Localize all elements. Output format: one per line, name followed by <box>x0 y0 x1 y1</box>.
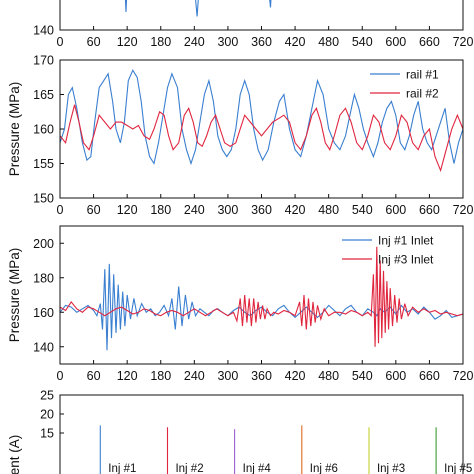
panel_rail-xtick-label: 120 <box>117 203 138 217</box>
panel_top-xtick-label: 660 <box>419 35 440 49</box>
panel_current-injector-label: Inj #6 <box>310 463 338 474</box>
panel_inlet-xtick-label: 600 <box>385 369 406 383</box>
panel_rail-ytick-label: 155 <box>33 157 54 171</box>
panel_inlet-xtick-label: 420 <box>285 369 306 383</box>
panel_inlet-ylabel: Pressure (MPa) <box>7 248 22 343</box>
panel_current-injector-label: Inj #4 <box>243 463 272 474</box>
panel_rail-ytick-label: 165 <box>33 88 54 102</box>
panel_current-injector-label: Inj #5 <box>444 463 472 474</box>
panel_rail-legend-label: rail #2 <box>406 87 439 101</box>
panel_top-xtick-label: 0 <box>57 35 64 49</box>
panel_current-ytick-label: 25 <box>40 389 54 403</box>
panel_top-xtick-label: 60 <box>87 35 101 49</box>
panel_rail-ytick-label: 160 <box>33 123 54 137</box>
panel_inlet-xtick-label: 180 <box>150 369 171 383</box>
panel_current-frame <box>59 394 464 474</box>
panel_inlet-xtick-label: 540 <box>352 369 373 383</box>
panel_inlet-xtick-label: 240 <box>184 369 205 383</box>
panel_rail-frame <box>59 59 464 199</box>
panel_current-ylabel: ent (A) <box>7 435 22 474</box>
panel_rail-xtick-label: 240 <box>184 203 205 217</box>
panel_inlet-xtick-label: 120 <box>117 369 138 383</box>
panel_rail-xtick-label: 420 <box>285 203 306 217</box>
panel_rail-xtick-label: 600 <box>385 203 406 217</box>
panel_top-ytick-label: 140 <box>33 24 54 38</box>
panel_top-xtick-label: 360 <box>251 35 272 49</box>
panel_top-xtick-label: 240 <box>184 35 205 49</box>
panel_rail-legend-label: rail #1 <box>406 68 439 82</box>
panel_rail-xtick-label: 360 <box>251 203 272 217</box>
panel_inlet-series-inj-3-inlet <box>60 246 463 347</box>
panel_top-xtick-label: 480 <box>318 35 339 49</box>
panel_inlet-ytick-label: 200 <box>33 237 54 251</box>
panel_inlet-legend-label: Inj #3 Inlet <box>378 253 434 267</box>
panel_rail-ytick-label: 150 <box>33 192 54 206</box>
panel_top-xtick-label: 540 <box>352 35 373 49</box>
panel_rail-ytick-label: 170 <box>33 54 54 68</box>
panel_top-xtick-label: 120 <box>117 35 138 49</box>
panel_inlet-legend-label: Inj #1 Inlet <box>378 234 434 248</box>
panel_inlet-xtick-label: 300 <box>217 369 238 383</box>
panel_inlet-xtick-label: 480 <box>318 369 339 383</box>
panel_rail-xtick-label: 720 <box>453 203 474 217</box>
panel_current-ytick-label: 15 <box>40 427 54 441</box>
panel_top-xtick-label: 600 <box>385 35 406 49</box>
panel_rail-xtick-label: 180 <box>150 203 171 217</box>
panel_top-xtick-label: 300 <box>217 35 238 49</box>
panel_inlet-xtick-label: 720 <box>453 369 474 383</box>
panel_current-injector-label: Inj #2 <box>175 463 203 474</box>
panel_inlet-xtick-label: 60 <box>87 369 101 383</box>
panel_inlet-xtick-label: 360 <box>251 369 272 383</box>
panel_rail-series-rail-2 <box>60 104 463 173</box>
panel_rail-xtick-label: 660 <box>419 203 440 217</box>
panel_inlet-ytick-label: 160 <box>33 306 54 320</box>
panel_current-ytick-label: 20 <box>40 408 54 422</box>
panel_inlet-ytick-label: 180 <box>33 271 54 285</box>
panel_rail-xtick-label: 540 <box>352 203 373 217</box>
panel_rail-xtick-label: 300 <box>217 203 238 217</box>
panel_inlet-xtick-label: 660 <box>419 369 440 383</box>
panel_top-xtick-label: 180 <box>150 35 171 49</box>
panel_rail-xtick-label: 480 <box>318 203 339 217</box>
panel_top-series-0 <box>124 0 272 17</box>
panel_top-xtick-label: 720 <box>453 35 474 49</box>
panel_rail-ylabel: Pressure (MPa) <box>7 82 22 177</box>
panel_rail-xtick-label: 60 <box>87 203 101 217</box>
panel_current-injector-label: Inj #1 <box>108 463 136 474</box>
panel_current-injector-label: Inj #3 <box>377 463 405 474</box>
panel_rail-xtick-label: 0 <box>57 203 64 217</box>
panel_top-frame <box>59 0 464 31</box>
panel_inlet-ytick-label: 140 <box>33 340 54 354</box>
panel_inlet-xtick-label: 0 <box>57 369 64 383</box>
panel_top-xtick-label: 420 <box>285 35 306 49</box>
